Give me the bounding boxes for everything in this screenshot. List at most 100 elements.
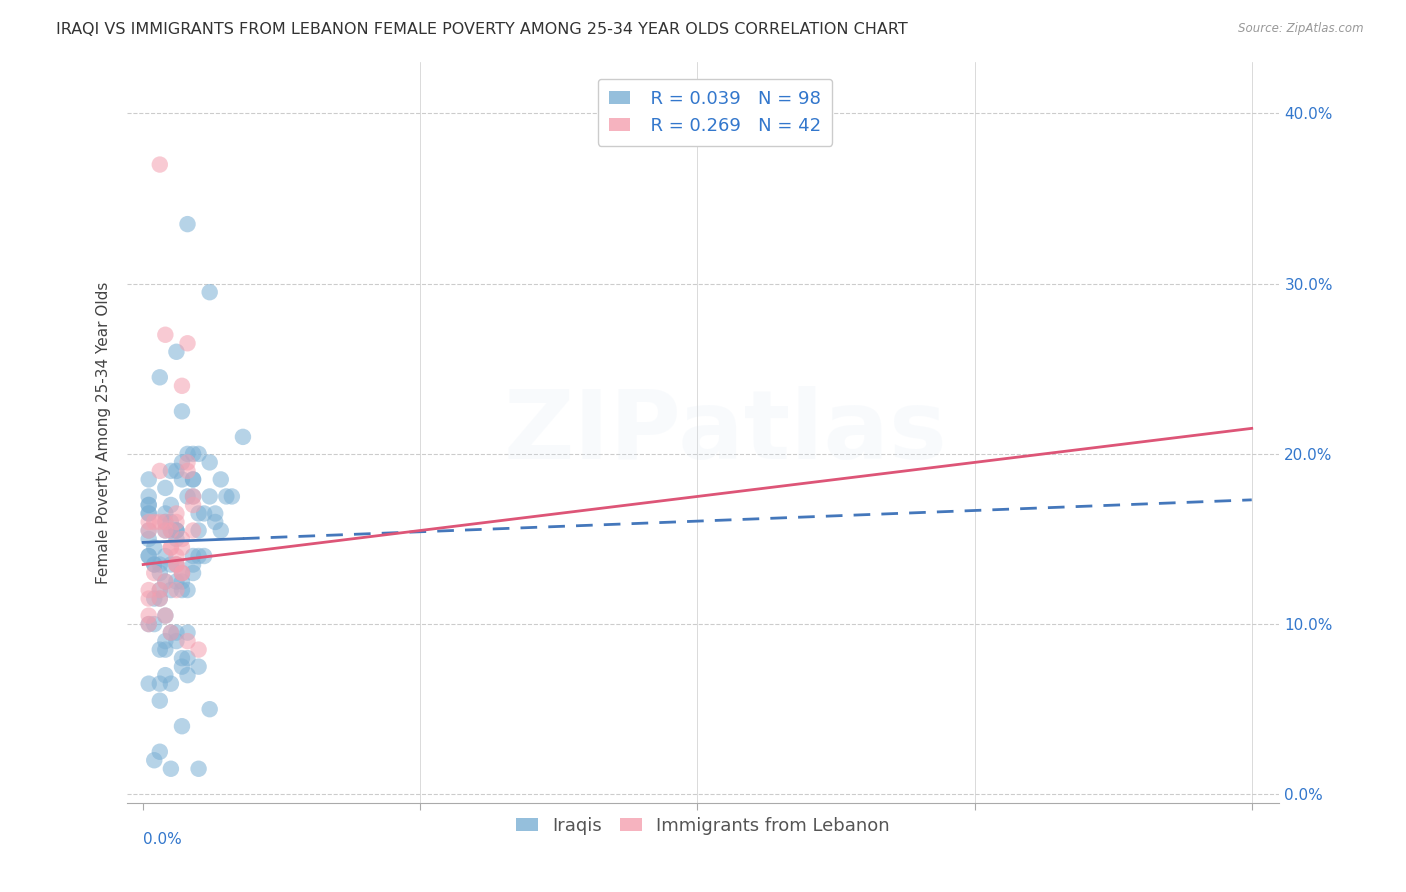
Text: 0.0%: 0.0%: [143, 832, 181, 847]
Text: IRAQI VS IMMIGRANTS FROM LEBANON FEMALE POVERTY AMONG 25-34 YEAR OLDS CORRELATIO: IRAQI VS IMMIGRANTS FROM LEBANON FEMALE …: [56, 22, 908, 37]
Point: [165, 582, 187, 597]
Point: [155, 507, 177, 521]
Point: [149, 566, 172, 580]
Point: [176, 490, 198, 504]
Point: [181, 524, 204, 538]
Point: [138, 676, 160, 690]
Point: [155, 524, 177, 538]
Point: [198, 455, 221, 469]
Point: [149, 676, 172, 690]
Point: [187, 642, 209, 657]
Point: [143, 591, 166, 606]
Point: [160, 762, 183, 776]
Point: [160, 464, 183, 478]
Point: [149, 515, 172, 529]
Point: [165, 558, 187, 572]
Point: [160, 558, 183, 572]
Point: [176, 217, 198, 231]
Point: [187, 507, 209, 521]
Point: [138, 472, 160, 486]
Point: [204, 507, 226, 521]
Point: [138, 582, 160, 597]
Point: [155, 515, 177, 529]
Point: [187, 524, 209, 538]
Point: [160, 498, 183, 512]
Point: [170, 574, 193, 589]
Point: [221, 490, 243, 504]
Point: [170, 719, 193, 733]
Point: [149, 642, 172, 657]
Point: [160, 676, 183, 690]
Point: [165, 634, 187, 648]
Point: [160, 541, 183, 555]
Point: [165, 524, 187, 538]
Point: [181, 472, 204, 486]
Point: [215, 490, 238, 504]
Point: [181, 490, 204, 504]
Point: [155, 515, 177, 529]
Point: [160, 625, 183, 640]
Point: [176, 651, 198, 665]
Point: [155, 524, 177, 538]
Point: [209, 524, 232, 538]
Point: [170, 455, 193, 469]
Point: [170, 541, 193, 555]
Point: [143, 541, 166, 555]
Point: [143, 558, 166, 572]
Point: [149, 582, 172, 597]
Point: [155, 481, 177, 495]
Point: [176, 336, 198, 351]
Text: Source: ZipAtlas.com: Source: ZipAtlas.com: [1239, 22, 1364, 36]
Point: [165, 524, 187, 538]
Point: [181, 558, 204, 572]
Point: [155, 574, 177, 589]
Point: [138, 524, 160, 538]
Legend: Iraqis, Immigrants from Lebanon: Iraqis, Immigrants from Lebanon: [509, 809, 897, 842]
Point: [187, 447, 209, 461]
Point: [181, 490, 204, 504]
Point: [187, 549, 209, 563]
Point: [176, 668, 198, 682]
Point: [155, 668, 177, 682]
Point: [138, 532, 160, 546]
Point: [138, 498, 160, 512]
Point: [165, 558, 187, 572]
Point: [138, 524, 160, 538]
Point: [165, 507, 187, 521]
Point: [165, 344, 187, 359]
Point: [155, 642, 177, 657]
Point: [170, 566, 193, 580]
Point: [165, 532, 187, 546]
Point: [160, 582, 183, 597]
Point: [155, 608, 177, 623]
Point: [176, 447, 198, 461]
Point: [138, 507, 160, 521]
Point: [143, 566, 166, 580]
Point: [155, 549, 177, 563]
Point: [149, 157, 172, 171]
Point: [165, 558, 187, 572]
Point: [187, 659, 209, 673]
Point: [181, 549, 204, 563]
Point: [138, 617, 160, 632]
Text: ZIPatlas: ZIPatlas: [505, 386, 948, 479]
Point: [160, 541, 183, 555]
Point: [176, 625, 198, 640]
Point: [149, 745, 172, 759]
Point: [170, 566, 193, 580]
Point: [155, 327, 177, 342]
Point: [138, 507, 160, 521]
Point: [165, 549, 187, 563]
Point: [181, 566, 204, 580]
Point: [149, 370, 172, 384]
Point: [181, 472, 204, 486]
Point: [138, 549, 160, 563]
Point: [138, 608, 160, 623]
Point: [165, 625, 187, 640]
Point: [149, 591, 172, 606]
Point: [176, 455, 198, 469]
Point: [143, 617, 166, 632]
Point: [160, 524, 183, 538]
Point: [193, 549, 215, 563]
Point: [170, 379, 193, 393]
